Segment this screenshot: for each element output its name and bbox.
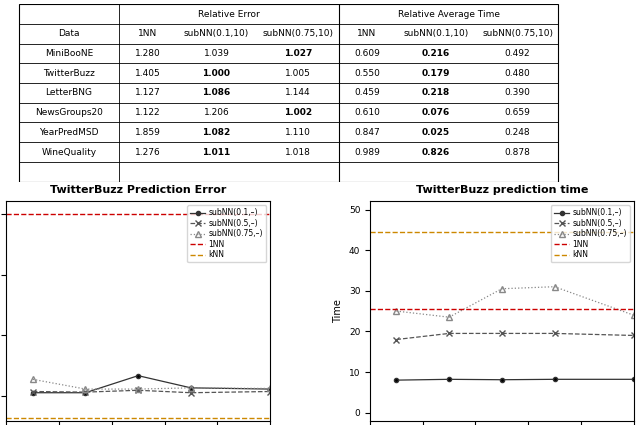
Text: WineQuality: WineQuality [42, 147, 97, 156]
Text: 1.086: 1.086 [202, 88, 230, 97]
Text: 1.039: 1.039 [204, 49, 230, 58]
Text: 1.405: 1.405 [134, 69, 161, 78]
Text: 0.550: 0.550 [354, 69, 380, 78]
Text: 0.609: 0.609 [354, 49, 380, 58]
Text: 1.018: 1.018 [285, 147, 311, 156]
Legend: subNN(0.1,–), subNN(0.5,–), subNN(0.75,–), 1NN, kNN: subNN(0.1,–), subNN(0.5,–), subNN(0.75,–… [551, 205, 630, 263]
Text: 1.144: 1.144 [285, 88, 311, 97]
Legend: subNN(0.1,–), subNN(0.5,–), subNN(0.75,–), 1NN, kNN: subNN(0.1,–), subNN(0.5,–), subNN(0.75,–… [187, 205, 266, 263]
Text: Relative Error: Relative Error [198, 10, 260, 19]
Text: 0.492: 0.492 [505, 49, 531, 58]
Text: LetterBNG: LetterBNG [45, 88, 93, 97]
Text: 0.480: 0.480 [505, 69, 531, 78]
Text: 1.127: 1.127 [134, 88, 161, 97]
Text: 1.082: 1.082 [202, 128, 230, 137]
Text: Relative Average Time: Relative Average Time [397, 10, 500, 19]
Text: 0.459: 0.459 [354, 88, 380, 97]
Text: 0.025: 0.025 [422, 128, 450, 137]
Text: subNN(0.1,10): subNN(0.1,10) [403, 29, 468, 38]
Text: subNN(0.1,10): subNN(0.1,10) [184, 29, 249, 38]
Y-axis label: Time: Time [333, 299, 343, 323]
Text: 0.610: 0.610 [354, 108, 380, 117]
Text: 0.826: 0.826 [422, 147, 450, 156]
Title: TwitterBuzz Prediction Error: TwitterBuzz Prediction Error [50, 185, 227, 195]
Text: subNN(0.75,10): subNN(0.75,10) [262, 29, 333, 38]
Text: Data: Data [58, 29, 80, 38]
Text: 0.659: 0.659 [504, 108, 531, 117]
Text: 0.847: 0.847 [354, 128, 380, 137]
Text: 1.280: 1.280 [134, 49, 161, 58]
Text: 1.206: 1.206 [204, 108, 229, 117]
Text: 1.002: 1.002 [284, 108, 312, 117]
Text: 1.859: 1.859 [134, 128, 161, 137]
Title: TwitterBuzz prediction time: TwitterBuzz prediction time [415, 185, 588, 195]
Text: 1.000: 1.000 [202, 69, 230, 78]
Text: 1.276: 1.276 [134, 147, 161, 156]
Text: 0.878: 0.878 [504, 147, 531, 156]
Text: 1NN: 1NN [138, 29, 157, 38]
Text: TwitterBuzz: TwitterBuzz [43, 69, 95, 78]
Text: 0.076: 0.076 [422, 108, 450, 117]
Text: MiniBooNE: MiniBooNE [45, 49, 93, 58]
Text: 1.027: 1.027 [284, 49, 312, 58]
Text: 0.216: 0.216 [422, 49, 450, 58]
Text: 0.179: 0.179 [422, 69, 451, 78]
Text: 1.005: 1.005 [285, 69, 311, 78]
Text: 1.122: 1.122 [134, 108, 161, 117]
Text: 1.011: 1.011 [202, 147, 230, 156]
Text: 0.989: 0.989 [354, 147, 380, 156]
Text: NewsGroups20: NewsGroups20 [35, 108, 103, 117]
Text: YearPredMSD: YearPredMSD [40, 128, 99, 137]
Text: 1.110: 1.110 [285, 128, 311, 137]
Text: subNN(0.75,10): subNN(0.75,10) [482, 29, 553, 38]
Text: 0.248: 0.248 [505, 128, 531, 137]
Text: 1NN: 1NN [357, 29, 377, 38]
Text: 0.390: 0.390 [504, 88, 531, 97]
Text: 0.218: 0.218 [422, 88, 450, 97]
